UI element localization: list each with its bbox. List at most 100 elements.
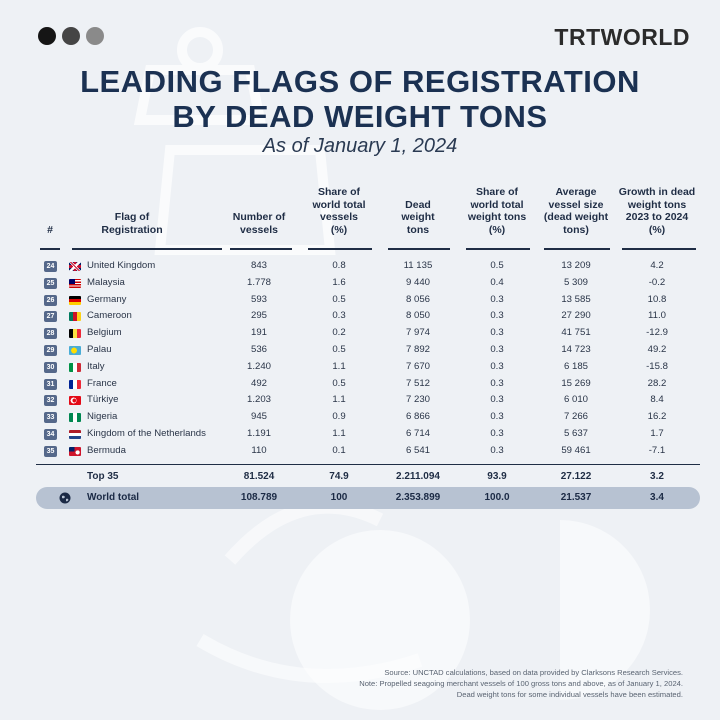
cell-share-dwt: 0.3 [490,394,504,406]
world-vessels: 108.789 [240,492,278,503]
cell-share-vessels: 0.5 [332,377,346,389]
rank-badge: 34 [44,428,57,440]
cell-growth: -0.2 [648,276,666,288]
brand-logo: TRTWORLD [554,24,690,50]
rank-badge: 28 [44,328,57,340]
header-share-dwt: Share of world total weight tons (%) [461,186,533,236]
rank-badge: 27 [44,311,57,323]
header-underline [72,248,222,250]
header-flag: Flag of Registration [72,211,192,236]
dot-2 [62,27,80,45]
country-name: Bermuda [87,444,126,456]
rank-badge: 24 [44,261,57,272]
italy-flag [69,362,81,372]
header-sd-l1: Share of [475,186,518,198]
cell-vessels: 945 [250,411,267,423]
cell-share-dwt: 0.3 [490,427,504,439]
top35-avg: 27.122 [560,471,592,482]
table-row: 30 Italy 1.240 1.1 7 670 0.3 6 185 -15.8 [36,359,700,376]
table-row: 31 France 492 0.5 7 512 0.3 15 269 28.2 [36,376,700,393]
header-underline [544,248,610,250]
rank-badge: 30 [44,361,57,373]
header-vessels-l1: Number of [232,211,286,223]
cell-share-vessels: 1.1 [332,427,346,439]
cell-share-vessels: 0.8 [332,260,346,271]
cell-dwt: 8 050 [405,310,430,322]
world-share-vessels: 100 [330,492,348,503]
country-name: France [87,377,117,389]
cell-growth: -15.8 [646,360,668,372]
table-row: 35 Bermuda 110 0.1 6 541 0.3 59 461 -7.1 [36,443,700,460]
turkiye-flag [69,396,81,406]
cell-share-dwt: 0.3 [490,411,504,423]
table-row: 34 Kingdom of the Netherlands 1.191 1.1 6 71… [36,426,700,443]
header-underline [388,248,450,250]
cell-growth: 4.2 [650,260,664,271]
header-avg-l3: (dead weight [543,211,609,223]
top35-share-vessels: 74.9 [329,471,349,482]
page-subtitle: As of January 1, 2024 [262,135,458,157]
cell-vessels: 1.240 [246,360,271,372]
header-underline [622,248,696,250]
page-title-line1: LEADING FLAGS OF REGISTRATION [80,64,640,99]
header-rank: # [47,223,53,236]
cell-growth: 10.8 [647,293,667,305]
cell-share-dwt: 0.3 [490,343,504,355]
cell-growth: 11.0 [648,310,666,322]
header-avg-l2: vessel size [548,198,604,211]
cell-vessels: 536 [250,343,267,355]
world-share-dwt: 100.0 [484,492,510,503]
header-underline [230,248,292,250]
rank-badge: 33 [44,412,57,424]
table-row: 27 Cameroon 295 0.3 8 050 0.3 27 290 11.0 [36,308,700,325]
cell-avg: 7 266 [563,411,588,423]
cell-dwt: 7 892 [405,343,430,355]
footer-source: Source: UNCTAD calculations, based on da… [384,668,683,677]
cell-growth: 1.7 [650,427,664,439]
header-dwt-l3: tons [406,223,430,236]
header-sv-l2: world total [312,198,366,211]
header-underline [466,248,530,250]
header-sv-l4: (%) [330,223,348,236]
cell-vessels: 191 [250,327,267,339]
table-row: 26 Germany 593 0.5 8 056 0.3 13 585 10.8 [36,292,700,309]
world-label: World total [87,492,140,503]
rank-badge: 35 [44,445,57,457]
cell-dwt: 6 866 [405,411,430,423]
germany-flag [69,295,81,305]
cell-growth: -12.9 [646,327,668,339]
cell-dwt: 6 541 [405,444,430,456]
cell-dwt: 11 135 [403,260,433,271]
cell-avg: 5 309 [563,276,588,288]
table-row: 24 United Kingdom 843 0.8 11 135 0.5 13 209 4.2 [36,258,700,275]
cell-share-dwt: 0.3 [490,444,504,456]
table-row: 28 Belgium 191 0.2 7 974 0.3 41 751 -12.9 [36,325,700,342]
cell-dwt: 7 670 [405,360,430,372]
cell-growth: 8.4 [650,394,664,406]
header-flag-l1: Flag of [114,211,150,223]
header-sd-l3: weight tons [467,211,527,223]
cell-dwt: 9 440 [405,276,430,288]
cell-vessels: 843 [250,260,267,271]
top35-dwt: 2.211.094 [396,471,440,482]
header-sv-l3: vessels [320,211,358,223]
cell-share-dwt: 0.4 [490,276,504,288]
cell-vessels: 492 [250,377,267,389]
header-avg-size: Average vessel size (dead weight tons) [538,186,614,236]
cell-dwt: 7 230 [405,394,430,406]
country-name: United Kingdom [87,260,156,271]
window-dots [38,27,104,45]
dot-1 [38,27,56,45]
rank-badge: 32 [44,395,57,407]
uk-flag [69,262,81,271]
world-avg: 21.537 [560,492,592,503]
cell-growth: 16.2 [647,411,667,423]
country-name: Italy [87,360,105,372]
cell-share-dwt: 0.3 [490,377,504,389]
top35-share-dwt: 93.9 [487,471,507,482]
table-row: 29 Palau 536 0.5 7 892 0.3 14 723 49.2 [36,342,700,359]
cell-avg: 15 269 [561,377,591,389]
cell-share-vessels: 0.3 [332,310,346,322]
cell-share-vessels: 0.1 [332,444,346,456]
header-dwt: Dead weight tons [381,199,455,237]
